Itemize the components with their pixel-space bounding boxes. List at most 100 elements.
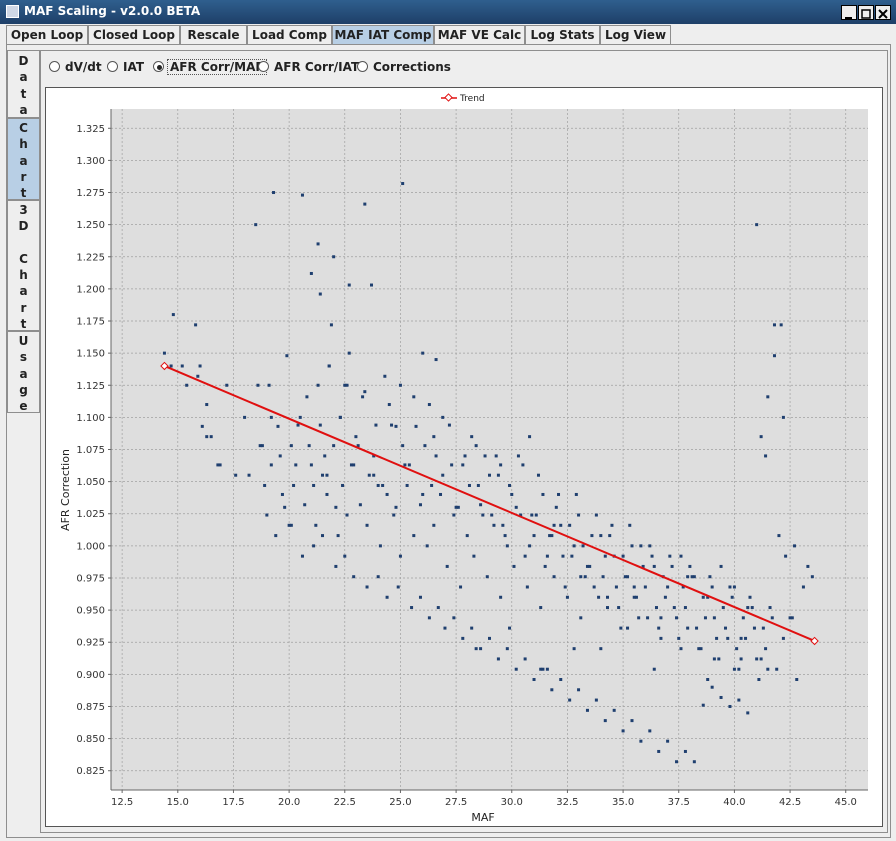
scatter-point (265, 513, 269, 517)
scatter-point (675, 760, 679, 764)
scatter-point (341, 483, 345, 487)
tab-closed-loop[interactable]: Closed Loop (88, 25, 180, 44)
scatter-point (610, 523, 614, 527)
side-tab-chart[interactable]: C h a r t (7, 118, 40, 200)
scatter-point (492, 523, 496, 527)
scatter-point (577, 513, 581, 517)
scatter-point (608, 534, 612, 538)
scatter-point (525, 585, 529, 589)
tab-open-loop[interactable]: Open Loop (6, 25, 88, 44)
maximize-button[interactable] (858, 5, 874, 20)
x-tick-label: 17.5 (222, 797, 244, 808)
tab-maf-iat-comp[interactable]: MAF IAT Comp (332, 25, 434, 44)
scatter-point (465, 534, 469, 538)
scatter-point (568, 698, 572, 702)
scatter-point (561, 554, 565, 558)
tab-maf-ve-calc[interactable]: MAF VE Calc (434, 25, 525, 44)
scatter-point (336, 534, 340, 538)
scatter-point (728, 585, 732, 589)
side-tab-char: 3 (19, 203, 28, 217)
scatter-point (594, 513, 598, 517)
scatter-point (292, 483, 296, 487)
side-tab-char: g (19, 382, 28, 397)
scatter-point (755, 223, 759, 227)
scatter-point (690, 575, 694, 579)
close-button[interactable] (875, 5, 891, 20)
scatter-point (657, 749, 661, 753)
side-tab-data[interactable]: D a t a (7, 50, 40, 118)
side-tab-char: a (19, 153, 28, 168)
y-tick-label: 1.275 (76, 188, 105, 199)
side-tab-3d-chart[interactable]: 3 D C h a r t (7, 200, 40, 331)
scatter-point (474, 444, 478, 448)
scatter-point (639, 544, 643, 548)
side-tab-char (8, 235, 39, 251)
y-tick-label: 1.300 (76, 156, 105, 167)
scatter-point (585, 564, 589, 568)
minimize-button[interactable] (841, 5, 857, 20)
tab-load-comp[interactable]: Load Comp (247, 25, 332, 44)
chart-container[interactable]: 12.5 15.0 17.5 20.0 22.5 25.0 27.5 30.0 32.5 35.0… (45, 87, 883, 827)
scatter-point (534, 513, 538, 517)
tab-log-view[interactable]: Log View (600, 25, 671, 44)
scatter-point (325, 473, 329, 477)
scatter-point (450, 463, 454, 467)
scatter-point (352, 463, 356, 467)
scatter-point (456, 505, 460, 509)
scatter-point (430, 483, 434, 487)
scatter-point (385, 595, 389, 599)
scatter-point (599, 647, 603, 651)
scatter-point (563, 585, 567, 589)
side-tab-usage[interactable]: U s a g e (7, 331, 40, 413)
x-tick-label: 20.0 (278, 797, 300, 808)
scatter-point (536, 473, 540, 477)
side-tab-char: t (20, 86, 27, 101)
scatter-point (390, 423, 394, 427)
scatter-point (532, 677, 536, 681)
scatter-point (519, 513, 523, 517)
scatter-point (528, 435, 532, 439)
tab-rescale[interactable]: Rescale (180, 25, 247, 44)
scatter-point (488, 636, 491, 640)
scatter-point (757, 677, 761, 681)
scatter-point (510, 492, 514, 496)
scatter-point (490, 513, 494, 517)
scatter-point (327, 364, 331, 368)
scatter-chart[interactable]: 12.5 15.0 17.5 20.0 22.5 25.0 27.5 30.0 32.5 35.0… (46, 88, 882, 826)
scatter-point (532, 534, 536, 538)
scatter-point (354, 435, 358, 439)
scatter-point (479, 647, 483, 651)
scatter-point (503, 534, 507, 538)
scatter-point (343, 383, 347, 387)
scatter-point (654, 606, 658, 610)
scatter-point (200, 424, 204, 428)
scatter-point (209, 435, 213, 439)
side-tab-char: e (19, 399, 28, 414)
scatter-point (746, 606, 750, 610)
scatter-point (712, 657, 716, 661)
legend-trend-marker (444, 93, 453, 102)
scatter-point (777, 534, 781, 538)
scatter-point (454, 505, 458, 509)
scatter-point (617, 606, 621, 610)
scatter-point (530, 513, 534, 517)
scatter-point (381, 483, 385, 487)
tab-log-stats[interactable]: Log Stats (525, 25, 600, 44)
scatter-point (721, 606, 725, 610)
scatter-point (414, 424, 418, 428)
minimize-icon (845, 17, 852, 19)
y-tick-label: 1.150 (76, 349, 105, 360)
scatter-point (521, 463, 525, 467)
scatter-point (672, 606, 676, 610)
scatter-point (766, 395, 770, 399)
side-tab-char: C (19, 251, 28, 266)
scatter-point (272, 191, 276, 195)
scatter-point (630, 544, 634, 548)
scatter-point (632, 585, 636, 589)
scatter-point (398, 554, 402, 558)
scatter-point (686, 626, 690, 630)
scatter-point (764, 454, 768, 458)
x-tick-label: 15.0 (167, 797, 189, 808)
scatter-point (541, 492, 545, 496)
scatter-point (739, 636, 743, 640)
